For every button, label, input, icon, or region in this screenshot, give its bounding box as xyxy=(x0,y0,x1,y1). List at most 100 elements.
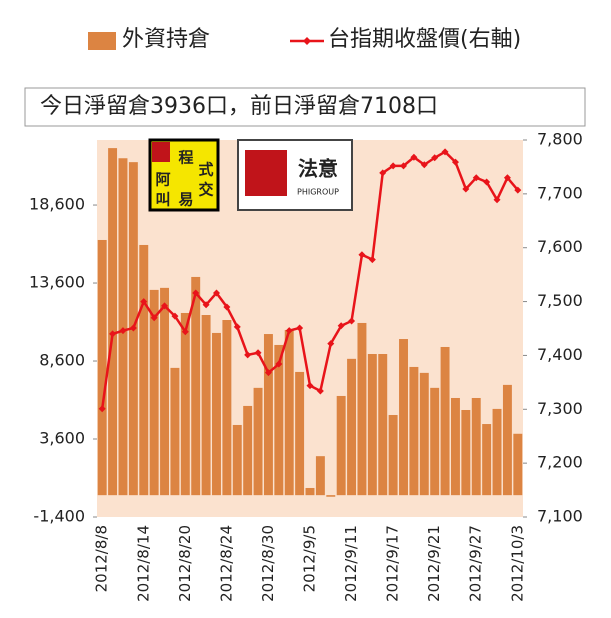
bar xyxy=(201,315,211,496)
marker xyxy=(181,328,189,336)
marker xyxy=(212,289,220,297)
bar xyxy=(243,405,253,496)
bar xyxy=(347,358,357,496)
bar xyxy=(232,424,242,496)
bar xyxy=(160,287,170,496)
marker xyxy=(514,186,522,194)
marker xyxy=(161,302,169,310)
bar xyxy=(263,334,273,496)
marker xyxy=(296,324,304,332)
bar xyxy=(180,312,190,496)
bar xyxy=(253,387,263,496)
marker xyxy=(285,327,293,335)
marker xyxy=(379,169,387,177)
bar xyxy=(118,158,128,496)
annotation-box xyxy=(24,87,586,127)
bar xyxy=(461,409,471,496)
legend-swatch xyxy=(303,37,311,45)
marker xyxy=(140,298,148,306)
marker xyxy=(109,330,117,338)
x-tick-label: 2012/10/3 xyxy=(508,525,526,602)
marker xyxy=(306,382,314,390)
marker xyxy=(98,405,106,413)
bar xyxy=(482,424,492,496)
y2-tick-label: 7,600 xyxy=(537,237,583,256)
marker xyxy=(368,256,376,264)
marker xyxy=(337,322,345,330)
bar xyxy=(97,239,107,496)
bar xyxy=(222,319,232,496)
marker xyxy=(171,312,179,320)
marker xyxy=(244,351,252,359)
bar xyxy=(419,372,429,496)
bar xyxy=(440,346,450,496)
marker xyxy=(327,340,335,348)
y2-tick-label: 7,500 xyxy=(537,291,583,310)
marker xyxy=(462,185,470,193)
bar xyxy=(305,487,315,496)
legend-swatch xyxy=(88,32,116,50)
marker xyxy=(129,324,137,332)
y2-tick-label: 7,300 xyxy=(537,399,583,418)
logo-text: 易 xyxy=(178,191,193,209)
marker xyxy=(358,251,366,259)
bar xyxy=(357,322,367,496)
logo-icon xyxy=(152,142,170,162)
legend-label: 外資持倉 xyxy=(122,27,210,52)
x-tick-label: 2012/9/21 xyxy=(425,525,443,602)
bar xyxy=(139,244,149,496)
legend-label: 台指期收盤價(右軸) xyxy=(328,27,521,52)
bar xyxy=(326,495,336,497)
logo-text: 程 xyxy=(178,149,193,167)
x-tick-label: 2012/8/8 xyxy=(93,525,111,592)
marker xyxy=(420,161,428,169)
x-tick-label: 2012/8/24 xyxy=(217,525,235,602)
y2-tick-label: 7,800 xyxy=(537,130,583,149)
x-tick-label: 2012/9/17 xyxy=(384,525,402,602)
marker xyxy=(202,301,210,309)
marker xyxy=(233,323,241,331)
bar xyxy=(274,344,284,496)
marker xyxy=(119,327,127,335)
bar xyxy=(191,276,201,496)
logo-1 xyxy=(148,138,220,212)
marker xyxy=(441,148,449,156)
logo-text: 法意 xyxy=(298,157,338,181)
logo-2 xyxy=(237,139,353,211)
bar xyxy=(430,387,440,496)
y-tick-label: 13,600 xyxy=(29,273,85,292)
bar xyxy=(284,329,294,496)
bar xyxy=(367,354,377,496)
marker xyxy=(275,360,283,368)
bar xyxy=(108,148,118,496)
marker xyxy=(410,153,418,161)
marker xyxy=(264,369,272,377)
bar xyxy=(212,332,221,496)
bar xyxy=(378,354,388,496)
logo-text: PHIGROUP xyxy=(297,188,339,197)
marker xyxy=(400,162,408,170)
x-tick-label: 2012/8/20 xyxy=(176,525,194,602)
marker xyxy=(483,178,491,186)
y2-tick-label: 7,400 xyxy=(537,345,583,364)
logo-box xyxy=(148,138,220,212)
bar xyxy=(399,339,408,496)
logo-icon xyxy=(245,150,287,196)
marker xyxy=(223,303,231,311)
marker xyxy=(503,174,511,182)
bar xyxy=(388,414,398,496)
x-tick-label: 2012/8/14 xyxy=(134,525,152,602)
y2-tick-label: 7,100 xyxy=(537,507,583,526)
logo-text: 交 xyxy=(198,181,213,199)
annotation: 今日淨留倉3936口，前日淨留倉7108口 xyxy=(40,94,438,119)
marker xyxy=(389,162,397,170)
marker xyxy=(493,196,501,204)
bar xyxy=(502,384,512,496)
marker xyxy=(431,154,439,162)
y-tick-label: 8,600 xyxy=(39,351,85,370)
logo-text: 阿 xyxy=(155,171,170,189)
marker xyxy=(316,387,324,395)
x-tick-label: 2012/9/27 xyxy=(467,525,485,602)
